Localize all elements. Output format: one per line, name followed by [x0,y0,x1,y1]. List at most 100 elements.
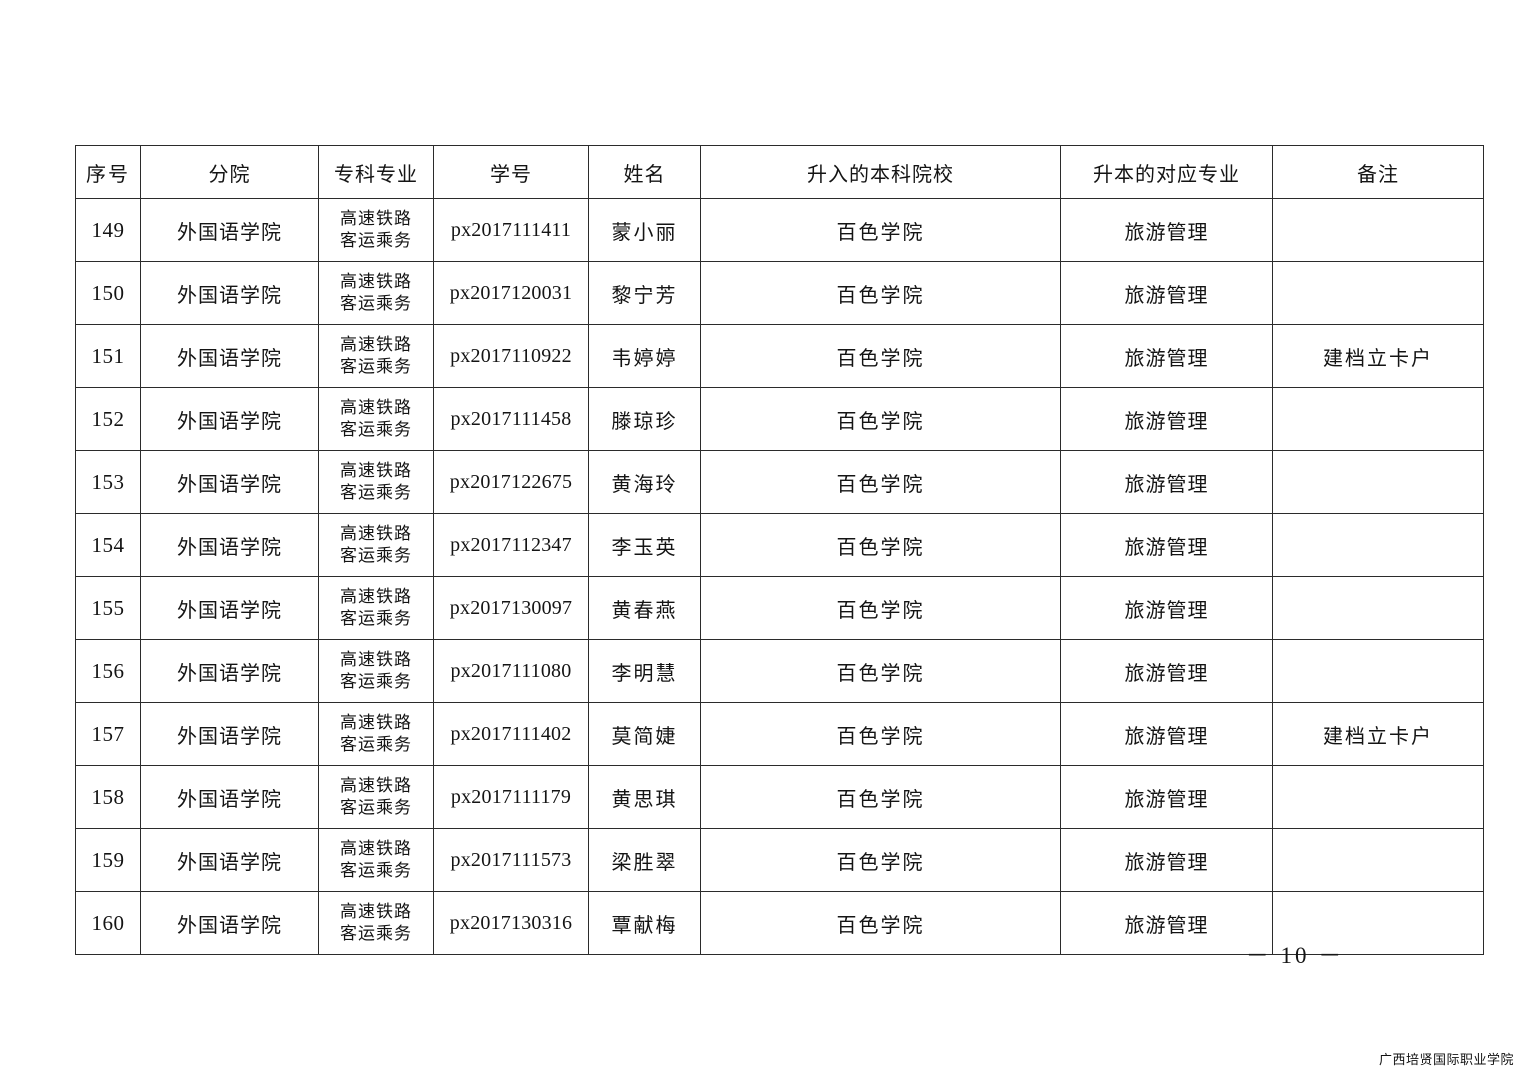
cell-student-id: px2017112347 [433,513,589,577]
cell-major: 高速铁路 客运乘务 [318,828,434,892]
cell-branch: 外国语学院 [140,639,319,703]
cell-name: 李明慧 [588,639,701,703]
table-row: 157 外国语学院 高速铁路 客运乘务 px2017111402 莫简婕 百色学院 旅游管理建… [75,702,1484,766]
cell-target-major: 旅游管理 [1060,765,1273,829]
cell-major-line2: 客运乘务 [340,672,412,691]
table-row: 159 外国语学院 高速铁路 客运乘务 px2017111573 梁胜翠 百色学院 旅游管理 [75,828,1484,892]
cell-major-line2: 客运乘务 [340,420,412,439]
cell-university: 百色学院 [700,702,1061,766]
cell-student-id: px2017110922 [433,324,589,388]
cell-target-major: 旅游管理 [1060,261,1273,325]
page-number: － 10 － [1245,943,1345,968]
cell-major-line1: 高速铁路 [340,461,412,481]
cell-major: 高速铁路 客运乘务 [318,891,434,955]
cell-major-line2: 客运乘务 [340,294,412,313]
cell-remark [1272,765,1484,829]
cell-branch: 外国语学院 [140,261,319,325]
cell-name: 黄思琪 [588,765,701,829]
institution-watermark: 广西培贤国际职业学院 [1378,1053,1514,1068]
cell-target-major: 旅游管理 [1060,387,1273,451]
cell-student-id: px2017111573 [433,828,589,892]
cell-major-line2: 客运乘务 [340,798,412,817]
cell-major: 高速铁路 客运乘务 [318,513,434,577]
cell-name: 覃献梅 [588,891,701,955]
cell-name: 黄春燕 [588,576,701,640]
cell-name: 韦婷婷 [588,324,701,388]
cell-major-line1: 高速铁路 [340,524,412,544]
table-row: 158 外国语学院 高速铁路 客运乘务 px2017111179 黄思琪 百色学院 旅游管理 [75,765,1484,829]
cell-university: 百色学院 [700,513,1061,577]
cell-major-line1: 高速铁路 [340,335,412,355]
cell-remark [1272,828,1484,892]
cell-university: 百色学院 [700,576,1061,640]
cell-remark: 建档立卡户 [1272,324,1484,388]
cell-seq: 153 [75,450,141,514]
cell-name: 黎宁芳 [588,261,701,325]
cell-remark [1272,198,1484,262]
cell-major: 高速铁路 客运乘务 [318,702,434,766]
table-body: 149 外国语学院 高速铁路 客运乘务 px2017111411 蒙小丽 百色学院 旅游管理 1… [75,198,1484,955]
cell-major-line2: 客运乘务 [340,924,412,943]
cell-branch: 外国语学院 [140,198,319,262]
cell-university: 百色学院 [700,261,1061,325]
column-header-major: 专科专业 [318,145,434,199]
cell-major-line1: 高速铁路 [340,209,412,229]
cell-branch: 外国语学院 [140,765,319,829]
column-header-seq: 序号 [75,145,141,199]
cell-student-id: px2017122675 [433,450,589,514]
column-header-university: 升入的本科院校 [700,145,1061,199]
column-header-remark: 备注 [1272,145,1484,199]
cell-name: 滕琼珍 [588,387,701,451]
cell-university: 百色学院 [700,639,1061,703]
cell-major: 高速铁路 客运乘务 [318,387,434,451]
cell-student-id: px2017130316 [433,891,589,955]
cell-student-id: px2017111411 [433,198,589,262]
cell-university: 百色学院 [700,765,1061,829]
roster-table: 序号 分院 专科专业 学号 姓名 升入的本科院校 升本的对应专业 备注 149 外… [75,145,1484,955]
cell-branch: 外国语学院 [140,702,319,766]
cell-major-line1: 高速铁路 [340,776,412,796]
cell-target-major: 旅游管理 [1060,513,1273,577]
cell-target-major: 旅游管理 [1060,639,1273,703]
cell-target-major: 旅游管理 [1060,828,1273,892]
cell-target-major: 旅游管理 [1060,702,1273,766]
column-header-target-major: 升本的对应专业 [1060,145,1273,199]
cell-target-major: 旅游管理 [1060,450,1273,514]
cell-major-line2: 客运乘务 [340,735,412,754]
cell-name: 黄海玲 [588,450,701,514]
cell-major-line2: 客运乘务 [340,861,412,880]
cell-remark [1272,891,1484,955]
cell-seq: 151 [75,324,141,388]
table-row: 155 外国语学院 高速铁路 客运乘务 px2017130097 黄春燕 百色学院 旅游管理 [75,576,1484,640]
cell-major-line2: 客运乘务 [340,609,412,628]
cell-seq: 156 [75,639,141,703]
cell-major-line1: 高速铁路 [340,902,412,922]
cell-major-line2: 客运乘务 [340,357,412,376]
table-row: 152 外国语学院 高速铁路 客运乘务 px2017111458 滕琼珍 百色学院 旅游管理 [75,387,1484,451]
cell-seq: 149 [75,198,141,262]
column-header-branch: 分院 [140,145,319,199]
cell-remark [1272,387,1484,451]
cell-target-major: 旅游管理 [1060,576,1273,640]
cell-target-major: 旅游管理 [1060,891,1273,955]
cell-remark: 建档立卡户 [1272,702,1484,766]
cell-student-id: px2017120031 [433,261,589,325]
cell-branch: 外国语学院 [140,513,319,577]
cell-university: 百色学院 [700,324,1061,388]
cell-seq: 155 [75,576,141,640]
table-header: 序号 分院 专科专业 学号 姓名 升入的本科院校 升本的对应专业 备注 [75,145,1484,199]
cell-branch: 外国语学院 [140,891,319,955]
cell-target-major: 旅游管理 [1060,198,1273,262]
cell-major-line1: 高速铁路 [340,272,412,292]
cell-branch: 外国语学院 [140,324,319,388]
cell-university: 百色学院 [700,450,1061,514]
table-row: 160 外国语学院 高速铁路 客运乘务 px2017130316 覃献梅 百色学院 旅游管理 [75,891,1484,955]
cell-student-id: px2017111179 [433,765,589,829]
cell-major-line1: 高速铁路 [340,398,412,418]
cell-name: 梁胜翠 [588,828,701,892]
cell-major: 高速铁路 客运乘务 [318,765,434,829]
cell-seq: 154 [75,513,141,577]
table-row: 153 外国语学院 高速铁路 客运乘务 px2017122675 黄海玲 百色学院 旅游管理 [75,450,1484,514]
table-row: 154 外国语学院 高速铁路 客运乘务 px2017112347 李玉英 百色学院 旅游管理 [75,513,1484,577]
cell-major: 高速铁路 客运乘务 [318,450,434,514]
